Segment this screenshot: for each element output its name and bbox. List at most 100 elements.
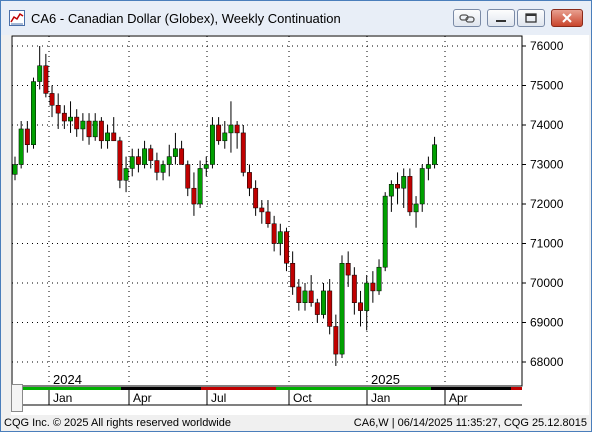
candle bbox=[61, 105, 67, 129]
close-button[interactable] bbox=[551, 9, 583, 27]
candle bbox=[308, 275, 314, 307]
candle bbox=[222, 121, 228, 149]
restore-button[interactable] bbox=[517, 9, 545, 27]
candle-body bbox=[185, 164, 191, 189]
candle-body bbox=[37, 65, 43, 82]
candle bbox=[277, 223, 283, 256]
y-tick-label: 72000 bbox=[530, 197, 564, 211]
candle-body bbox=[142, 148, 148, 165]
link-button[interactable] bbox=[453, 9, 481, 27]
candle bbox=[407, 168, 413, 216]
candle bbox=[129, 148, 135, 177]
candle-body bbox=[179, 148, 185, 165]
candle bbox=[302, 283, 308, 311]
candle bbox=[86, 113, 92, 145]
candle-body bbox=[395, 184, 400, 189]
candle-body bbox=[123, 168, 129, 181]
candle bbox=[401, 168, 407, 208]
candle bbox=[12, 156, 18, 181]
candle bbox=[395, 172, 400, 204]
candle bbox=[425, 156, 431, 181]
session-segment bbox=[201, 387, 276, 390]
candle bbox=[209, 117, 215, 169]
candle bbox=[80, 113, 86, 141]
chain-link-icon bbox=[459, 14, 475, 23]
candle-body bbox=[327, 290, 333, 327]
candle bbox=[191, 172, 197, 216]
session-segment bbox=[431, 387, 511, 390]
candle-body bbox=[284, 231, 289, 264]
session-segment bbox=[49, 387, 121, 390]
candle-body bbox=[154, 160, 160, 173]
candle bbox=[339, 255, 345, 359]
y-tick-label: 75000 bbox=[530, 79, 564, 93]
candle-body bbox=[265, 211, 271, 224]
candle bbox=[203, 156, 209, 177]
candle bbox=[142, 140, 148, 169]
candle-body bbox=[216, 124, 222, 142]
candle-body bbox=[302, 290, 308, 303]
x-tick-label: Jul bbox=[211, 391, 226, 405]
candle bbox=[314, 298, 320, 323]
candle bbox=[358, 290, 363, 327]
candle bbox=[376, 259, 382, 295]
chart-info-text: CA6,W | 06/14/2025 11:35:27, CQG 25.12.8… bbox=[353, 417, 587, 429]
candle bbox=[234, 121, 240, 149]
scroll-handle[interactable] bbox=[11, 384, 23, 412]
candle-body bbox=[358, 302, 363, 311]
restore-icon bbox=[525, 13, 537, 23]
candle-body bbox=[407, 176, 413, 213]
candle-body bbox=[160, 164, 166, 173]
candle bbox=[247, 164, 252, 197]
candle-body bbox=[24, 128, 30, 145]
candle bbox=[18, 121, 24, 169]
candle-body bbox=[129, 156, 135, 169]
candle-body bbox=[98, 120, 104, 142]
candlestick-chart[interactable]: 76000 75000 74000 73000 72000 71000 70000 69000… bbox=[11, 35, 589, 415]
candle-body bbox=[68, 116, 73, 122]
candle bbox=[179, 140, 185, 165]
candle bbox=[253, 180, 259, 216]
candle bbox=[31, 77, 36, 149]
candle bbox=[111, 117, 117, 142]
candle bbox=[351, 267, 357, 315]
title-bar[interactable]: CA6 - Canadian Dollar (Globex), Weekly C… bbox=[1, 1, 591, 35]
candle-body bbox=[31, 81, 36, 145]
candle-body bbox=[92, 120, 98, 138]
candle bbox=[370, 271, 376, 303]
candle bbox=[68, 101, 73, 133]
close-icon bbox=[562, 13, 572, 23]
candle bbox=[197, 160, 203, 208]
minimize-icon bbox=[496, 20, 506, 22]
candle bbox=[419, 164, 425, 212]
y-tick-label: 69000 bbox=[530, 316, 564, 330]
candle-body bbox=[105, 132, 110, 142]
candle-body bbox=[80, 120, 86, 130]
minimize-button[interactable] bbox=[487, 9, 515, 27]
candle bbox=[172, 132, 178, 165]
x-tick-label: Oct bbox=[293, 391, 312, 405]
x-tick-label: Jan bbox=[53, 391, 72, 405]
session-segment bbox=[511, 387, 522, 390]
candle-body bbox=[314, 302, 320, 315]
candle bbox=[265, 200, 271, 228]
session-segment bbox=[23, 387, 49, 390]
candle-body bbox=[247, 172, 252, 189]
y-tick-label: 70000 bbox=[530, 276, 564, 290]
candle-body bbox=[43, 65, 49, 94]
candle-body bbox=[166, 156, 172, 165]
candle bbox=[135, 148, 141, 173]
candle bbox=[240, 125, 246, 177]
chart-area[interactable]: 76000 75000 74000 73000 72000 71000 70000 69000… bbox=[11, 35, 589, 415]
year-label: 2024 bbox=[53, 372, 82, 387]
candle bbox=[166, 144, 172, 177]
candle-body bbox=[222, 132, 228, 142]
candle-body bbox=[351, 274, 357, 304]
candle-body bbox=[345, 263, 351, 276]
candle-body bbox=[290, 263, 296, 288]
candle bbox=[185, 160, 191, 197]
candle bbox=[154, 152, 160, 181]
candle bbox=[432, 136, 438, 169]
candle bbox=[296, 279, 302, 311]
